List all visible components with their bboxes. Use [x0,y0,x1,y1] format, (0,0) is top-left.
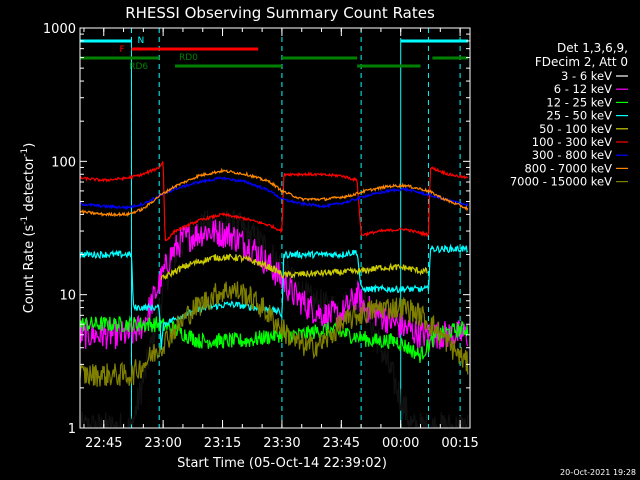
legend-entry-label: 7000 - 15000 keV [510,175,612,189]
legend-entry-label: 6 - 12 keV [554,82,612,96]
legend-entry-label: 50 - 100 keV [539,122,612,136]
timestamp: 20-Oct-2021 19:28 [560,468,636,477]
legend-entry-label: 12 - 25 keV [546,95,612,109]
y-axis-label-main: Count Rate (s [22,225,37,314]
y-axis-label: Count Rate (s-1 detector-1) [20,143,37,314]
y-axis-label-end: ) [22,143,37,148]
legend-entry-label: 25 - 50 keV [546,109,612,123]
axes-frame [79,27,471,429]
y-axis-label-mid: detector [22,156,37,216]
y-axis-label-sup1: -1 [20,216,30,225]
annotation-label: F [119,45,124,55]
annotation-label: RD0 [179,53,198,63]
series-line [79,167,469,218]
y-tick-label: 100 [51,155,76,170]
plot-area: N F RD0 RD6 1 10 100 1000 22:45 23:00 23:15 23:30 23… [43,22,479,451]
x-tick-label: 23:15 [204,436,241,451]
series-line [79,176,469,211]
x-tick-label: 23:45 [323,436,360,451]
chart-title: RHESSI Observing Summary Count Rates [125,4,435,22]
legend-title: FDecim 2, Att 0 [535,55,628,69]
series-line [79,243,469,350]
annotation-label: N [137,36,144,46]
x-tick-label: 00:15 [441,436,478,451]
legend-entry-label: 300 - 800 keV [532,148,612,162]
series-line [79,281,469,387]
series-line [160,253,429,280]
y-tick-label: 10 [59,289,76,304]
y-tick-label: 1 [68,422,76,437]
legend-entry-label: 3 - 6 keV [561,69,612,83]
x-tick-label: 23:30 [263,436,300,451]
legend-entry-label: 100 - 300 keV [532,135,612,149]
series-line [79,161,468,242]
annotation-label: RD6 [129,62,148,72]
y-tick-label: 1000 [43,22,76,37]
x-axis-label: Start Time (05-Oct-14 22:39:02) [177,456,387,471]
legend-entry-label: 800 - 7000 keV [524,161,612,175]
x-tick-label: 00:00 [382,436,419,451]
y-axis-label-sup2: -1 [20,148,30,157]
x-tick-label: 22:45 [85,436,122,451]
legend-title: Det 1,3,6,9, [557,41,628,55]
x-tick-label: 23:00 [144,436,181,451]
